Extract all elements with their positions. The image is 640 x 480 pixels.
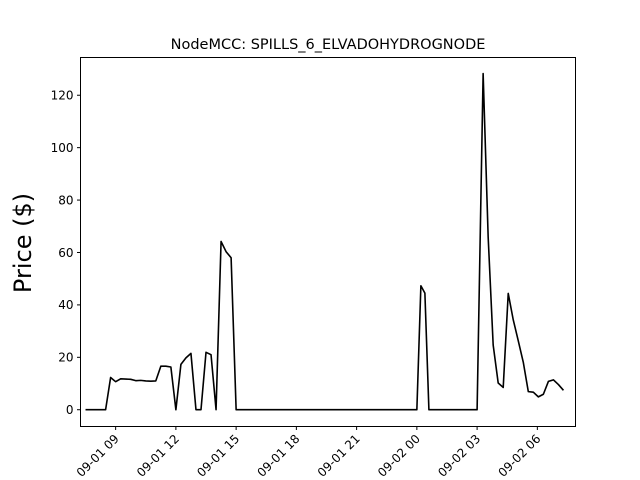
plot-frame	[80, 57, 576, 427]
x-tick-label: 09-01 18	[254, 432, 302, 480]
x-tick-label: 09-01 09	[74, 432, 122, 480]
y-tick-label: 100	[51, 141, 74, 155]
x-tick-label: 09-01 21	[315, 432, 363, 480]
x-tick-label: 09-02 03	[435, 432, 483, 480]
y-tick-label: 0	[66, 403, 74, 417]
y-tick-label: 20	[58, 351, 73, 365]
y-tick-label: 80	[58, 193, 73, 207]
y-axis-label: Price ($)	[9, 193, 37, 293]
y-tick-label: 40	[58, 298, 73, 312]
chart-title: NodeMCC: SPILLS_6_ELVADOHYDROGNODE	[171, 37, 486, 53]
x-tick-label: 09-02 00	[375, 432, 423, 480]
x-tick-label: 09-01 12	[134, 432, 182, 480]
y-tick-label: 60	[58, 246, 73, 260]
x-tick-label: 09-01 15	[194, 432, 242, 480]
price-series-line	[85, 72, 565, 411]
x-tick-label: 09-02 06	[495, 432, 543, 480]
y-tick-label: 120	[51, 89, 74, 103]
